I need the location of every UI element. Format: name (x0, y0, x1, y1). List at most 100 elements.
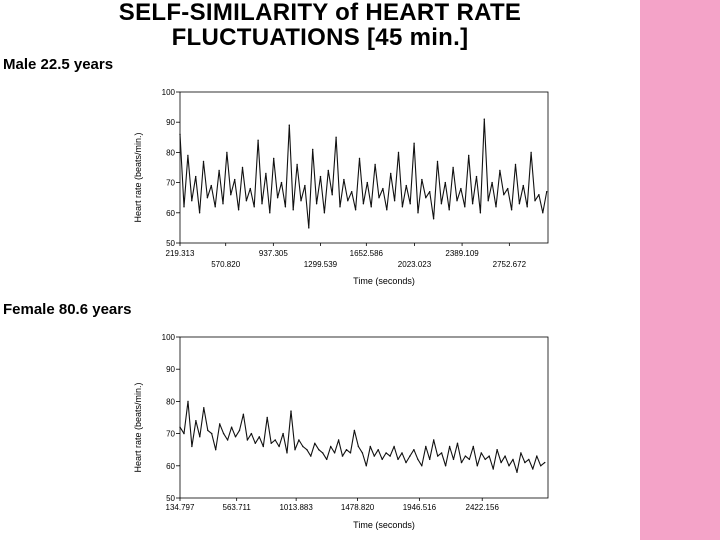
male-panel-label: Male 22.5 years (3, 56, 114, 73)
data-point (425, 445, 427, 448)
data-point (179, 426, 181, 428)
data-point (210, 184, 212, 187)
data-point (276, 197, 279, 199)
data-point (436, 160, 439, 163)
data-point (448, 445, 451, 448)
data-point (347, 200, 349, 202)
data-point (444, 181, 446, 184)
data-point (310, 455, 312, 457)
data-point (393, 200, 396, 202)
data-point (425, 197, 427, 199)
data-point (234, 436, 237, 438)
x-tick-label: 2752.672 (493, 260, 527, 269)
heart-rate-trace (179, 400, 546, 473)
data-point (261, 203, 263, 205)
data-point (300, 200, 302, 202)
data-point (345, 449, 348, 451)
data-point (331, 194, 333, 196)
data-point (366, 181, 368, 184)
data-point (421, 465, 423, 467)
data-point (335, 136, 337, 138)
data-point (397, 458, 399, 461)
data-point (532, 468, 534, 470)
data-point (230, 426, 233, 428)
data-point (195, 175, 197, 178)
data-point (460, 187, 462, 190)
male-heart-rate-chart: 50 60 70 80 90 100 219.313 937.305 1652.586 2389.… (133, 88, 549, 286)
data-point (479, 212, 482, 214)
data-point (211, 432, 213, 435)
data-point (401, 452, 403, 454)
data-point (318, 449, 320, 451)
data-point (343, 178, 345, 181)
x-tick-label: 1013.883 (279, 503, 313, 512)
data-point (183, 432, 185, 435)
data-point (390, 172, 392, 175)
data-point (518, 203, 521, 205)
data-point (536, 455, 538, 457)
data-point (273, 157, 275, 160)
data-point (405, 184, 407, 187)
data-point (191, 445, 193, 448)
data-point (544, 461, 546, 464)
data-point (245, 200, 248, 202)
y-tick-label: 90 (166, 365, 175, 374)
data-point (499, 169, 501, 172)
x-tick-label: 2422.156 (466, 503, 500, 512)
x-tick-label: 134.797 (166, 503, 195, 512)
data-point (179, 133, 181, 135)
data-point (269, 212, 271, 214)
data-point (294, 449, 296, 451)
data-point (464, 455, 467, 457)
data-point (452, 166, 454, 169)
data-point (354, 209, 357, 211)
data-point (483, 118, 485, 120)
data-point (534, 200, 536, 202)
data-point (512, 458, 514, 461)
data-point (195, 420, 197, 422)
data-point (222, 203, 224, 205)
data-point (238, 429, 241, 432)
data-point (308, 227, 310, 229)
data-point (429, 458, 431, 461)
x-axis-title: Time (seconds) (353, 276, 415, 286)
data-point (288, 124, 290, 126)
data-point (365, 465, 367, 467)
data-point (237, 209, 240, 211)
data-point (456, 442, 459, 444)
y-tick-label: 50 (166, 239, 175, 248)
data-point (432, 218, 435, 220)
data-point (471, 203, 474, 205)
data-point (292, 209, 294, 211)
data-point (349, 452, 352, 454)
data-point (491, 181, 493, 184)
data-point (253, 206, 255, 208)
data-point (330, 445, 332, 448)
data-point (487, 200, 489, 202)
data-point (468, 154, 470, 157)
plot-frame (179, 336, 549, 499)
data-point (234, 178, 236, 181)
data-point (282, 432, 284, 435)
data-point (278, 445, 280, 448)
data-point (538, 194, 540, 196)
data-point (215, 449, 217, 451)
data-point (357, 445, 360, 448)
x-axis-title: Time (seconds) (353, 520, 415, 530)
data-point (187, 400, 189, 403)
data-point (440, 203, 443, 205)
data-point (522, 184, 524, 187)
title-line-2: FLUCTUATIONS [45 min.] (171, 24, 469, 51)
data-point (337, 439, 340, 441)
data-point (464, 206, 466, 208)
data-point (362, 203, 365, 205)
data-point (286, 452, 288, 454)
data-point (358, 157, 361, 160)
data-point (468, 458, 471, 461)
x-tick-label: 563.711 (223, 503, 252, 512)
data-point (472, 445, 474, 448)
data-point (274, 439, 276, 441)
data-point (377, 449, 379, 451)
y-tick-label: 80 (166, 148, 175, 157)
data-point (230, 194, 232, 196)
